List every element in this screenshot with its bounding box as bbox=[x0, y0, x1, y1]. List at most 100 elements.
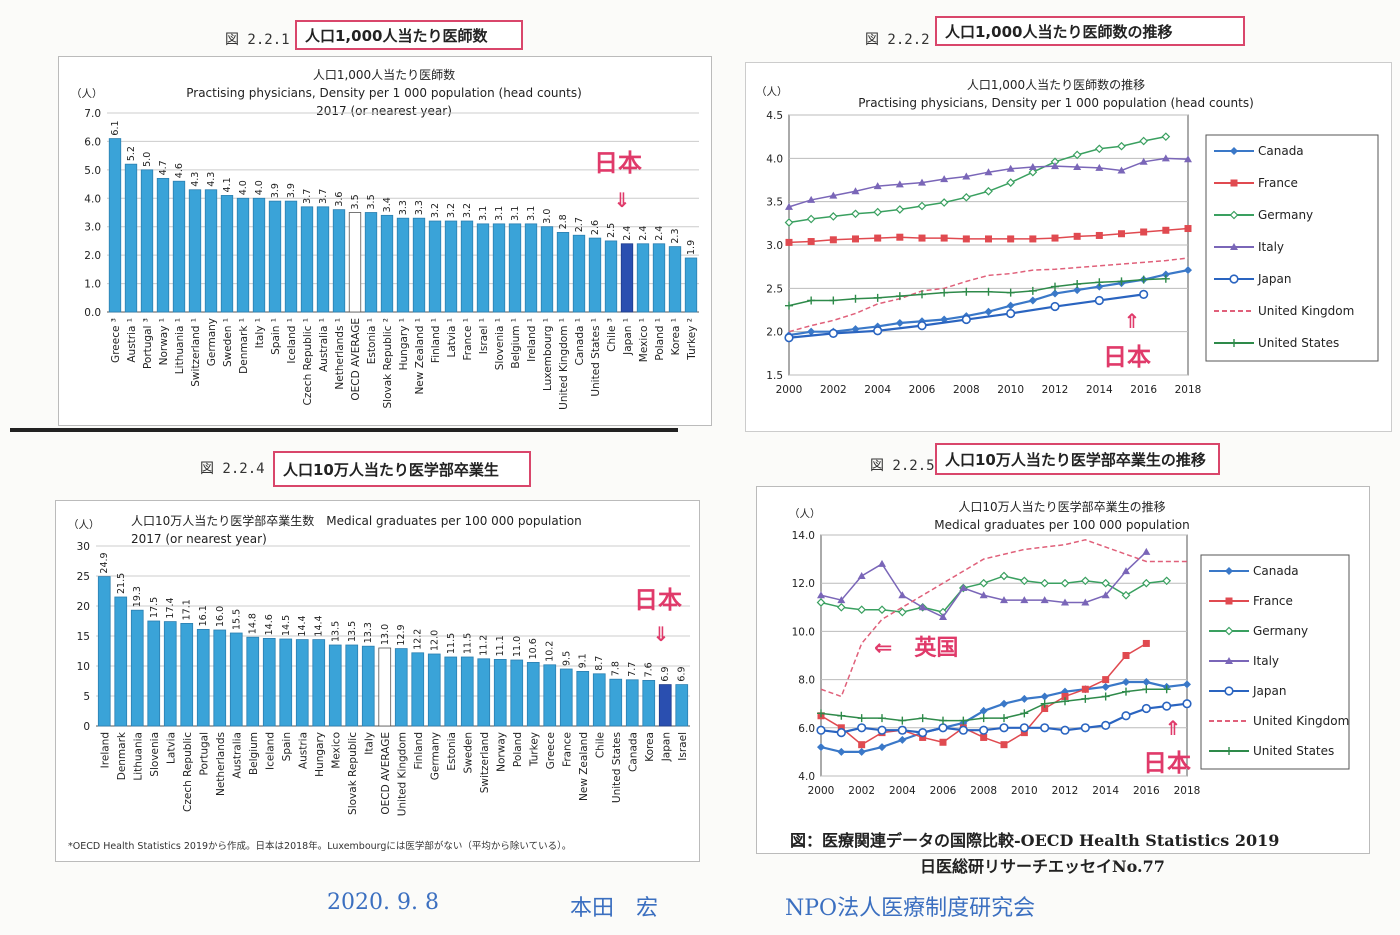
category-label: Chile ³ bbox=[606, 318, 618, 352]
data-point bbox=[784, 218, 794, 227]
category-label: Iceland bbox=[264, 732, 276, 770]
data-point bbox=[999, 723, 1009, 733]
data-point bbox=[836, 602, 846, 612]
bar bbox=[140, 169, 154, 313]
bar-value-label: 2.6 bbox=[590, 220, 601, 235]
category-label: Lithuania bbox=[132, 732, 144, 781]
data-point bbox=[1122, 687, 1130, 696]
data-point bbox=[1061, 697, 1069, 706]
data-point bbox=[1020, 596, 1029, 604]
data-point bbox=[1101, 591, 1110, 599]
data-point bbox=[837, 711, 846, 720]
data-point bbox=[985, 235, 992, 243]
data-point bbox=[1072, 150, 1082, 160]
bar-value-label: 4.3 bbox=[190, 172, 201, 187]
series-line bbox=[788, 278, 1166, 307]
category-label: Japan ¹ bbox=[622, 318, 634, 356]
data-point bbox=[895, 292, 904, 301]
legend-entry: Italy bbox=[1253, 654, 1279, 668]
bar-value-label: 2.4 bbox=[638, 226, 649, 241]
title-box-225: 人口10万人当たり医学部卒業生の推移 bbox=[935, 443, 1220, 475]
data-point bbox=[1139, 289, 1149, 299]
y-tick-label: 4.5 bbox=[766, 110, 783, 122]
bar bbox=[508, 223, 522, 313]
data-point bbox=[917, 321, 927, 331]
data-point bbox=[807, 327, 816, 336]
data-point bbox=[1121, 711, 1131, 721]
data-point bbox=[959, 584, 968, 592]
data-point bbox=[837, 724, 845, 732]
data-point bbox=[1006, 308, 1016, 319]
category-label: Norway ¹ bbox=[158, 318, 170, 365]
series-line bbox=[788, 157, 1189, 208]
data-point bbox=[1140, 228, 1148, 236]
legend-entry: Japan bbox=[1252, 684, 1286, 698]
footer-author: 本田 宏 bbox=[570, 896, 659, 921]
caption-line2: 日医総研リサーチエッセイNo.77 bbox=[920, 857, 1165, 876]
bar-value-label: 16.0 bbox=[215, 606, 226, 627]
bar bbox=[428, 220, 442, 313]
data-point bbox=[1184, 155, 1192, 163]
data-point bbox=[918, 178, 926, 186]
data-point bbox=[1161, 270, 1170, 279]
legend-entry: Germany bbox=[1258, 208, 1313, 222]
bar-value-label: 14.6 bbox=[264, 614, 275, 635]
y-tick-label: 3.0 bbox=[766, 240, 783, 252]
y-tick-label: 1.0 bbox=[84, 279, 101, 291]
data-point bbox=[918, 714, 927, 723]
chart-title-line: Practising physicians, Density per 1 000… bbox=[858, 96, 1254, 110]
category-label: Chile bbox=[594, 732, 606, 758]
x-tick-label: 2018 bbox=[1175, 384, 1202, 396]
bar-value-label: 14.4 bbox=[314, 615, 325, 636]
y-tick-label: 7.0 bbox=[84, 108, 101, 120]
category-label: Portugal ³ bbox=[142, 318, 154, 369]
data-point bbox=[939, 612, 947, 620]
category-label: United Kingdom ¹ bbox=[558, 318, 570, 410]
data-point bbox=[1073, 163, 1082, 170]
data-point bbox=[1162, 576, 1172, 586]
data-point bbox=[1061, 692, 1069, 700]
bar bbox=[378, 647, 392, 727]
data-point bbox=[980, 733, 988, 741]
y-tick-label: 12.0 bbox=[792, 578, 815, 590]
category-label: Austria bbox=[297, 732, 309, 769]
data-point bbox=[878, 714, 886, 723]
category-label: Slovenia ¹ bbox=[494, 318, 506, 370]
data-point bbox=[999, 571, 1009, 581]
bar-value-label: 14.8 bbox=[248, 613, 259, 634]
data-point bbox=[1230, 339, 1238, 347]
data-point bbox=[851, 209, 860, 219]
category-label: Finland bbox=[413, 732, 425, 770]
bar bbox=[180, 623, 194, 727]
x-tick-label: 2014 bbox=[1092, 785, 1119, 797]
legend-entry: United States bbox=[1258, 336, 1339, 350]
chart-title-line: Medical graduates per 100 000 population bbox=[934, 518, 1189, 532]
data-point bbox=[873, 326, 883, 336]
chart-panel-222: 人口1,000人当たり医師数の推移 Practising physicians, … bbox=[745, 62, 1392, 432]
data-point bbox=[1224, 626, 1234, 636]
data-point bbox=[857, 714, 866, 723]
data-point bbox=[858, 741, 866, 749]
category-label: OECD AVERAGE bbox=[350, 318, 362, 401]
data-point bbox=[1028, 163, 1037, 170]
y-tick-label: 1.5 bbox=[766, 370, 783, 382]
x-tick-label: 2012 bbox=[1052, 785, 1079, 797]
category-label: Latvia bbox=[165, 732, 177, 764]
data-point bbox=[837, 596, 846, 604]
bar bbox=[236, 197, 250, 313]
category-label: Lithuania ¹ bbox=[174, 318, 186, 374]
legend-entry: Canada bbox=[1253, 564, 1299, 578]
y-tick-label: 3.0 bbox=[84, 222, 101, 234]
bar bbox=[477, 658, 491, 727]
y-tick-label: 10 bbox=[77, 661, 90, 673]
bar-value-label: 19.3 bbox=[132, 586, 143, 607]
category-label: Korea ¹ bbox=[670, 318, 682, 355]
data-point bbox=[836, 728, 846, 738]
data-point bbox=[857, 571, 866, 579]
bar-value-label: 7.6 bbox=[644, 662, 655, 677]
bar bbox=[652, 243, 666, 313]
y-tick-label: 20 bbox=[77, 601, 90, 613]
data-point bbox=[1040, 723, 1050, 733]
bar bbox=[213, 629, 227, 727]
bar bbox=[460, 656, 474, 727]
